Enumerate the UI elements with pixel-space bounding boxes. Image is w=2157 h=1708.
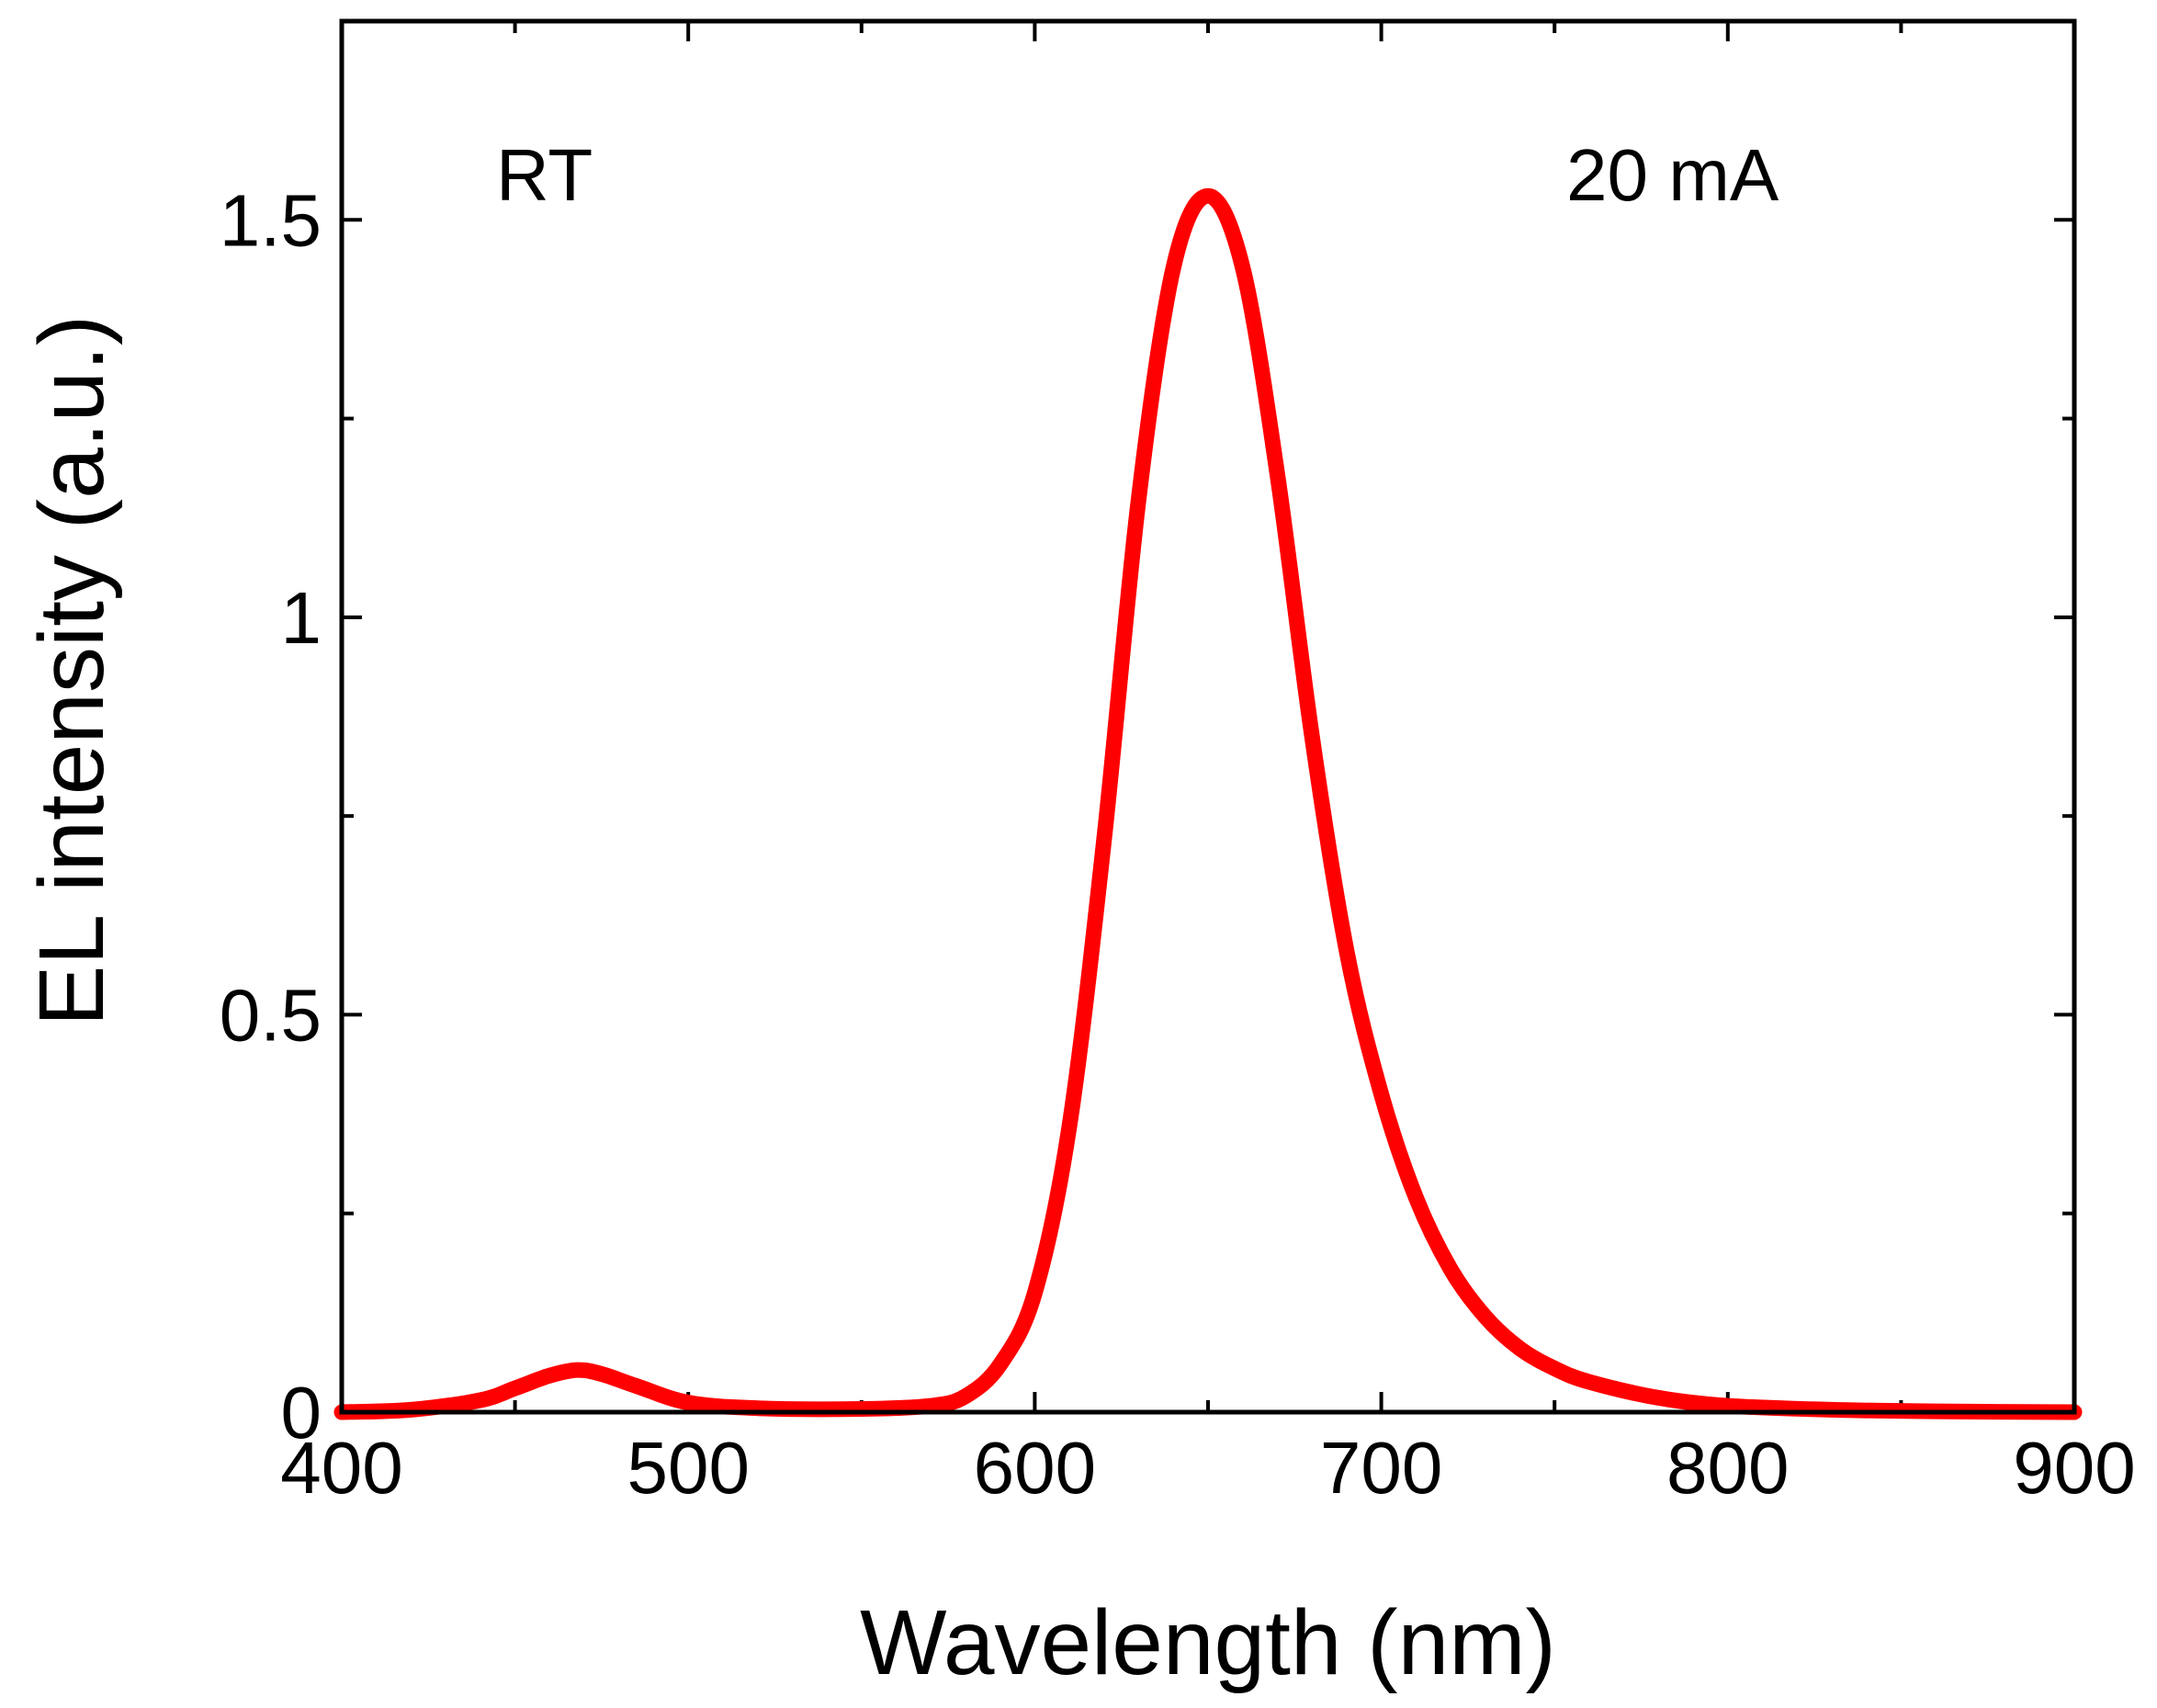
annotation-current: 20 mA <box>1566 134 1779 216</box>
series-layer <box>333 187 2083 1420</box>
x-tick-label: 500 <box>627 1427 749 1509</box>
x-axis-title: Wavelength (nm) <box>860 1591 1556 1694</box>
y-tick-label: 1.5 <box>220 179 322 261</box>
el-spectrum-line <box>333 187 2083 1420</box>
axis-ticks <box>340 21 2076 1414</box>
tick-labels: 400 500 600 700 800 900 0 0.5 1 1.5 <box>220 179 2136 1509</box>
x-tick-label: 800 <box>1666 1427 1789 1509</box>
x-tick-label: 400 <box>280 1427 402 1509</box>
y-tick-label: 0.5 <box>220 974 322 1056</box>
x-tick-label: 900 <box>2013 1427 2135 1509</box>
plot-frame <box>339 18 2077 1415</box>
x-tick-label: 600 <box>974 1427 1096 1509</box>
x-tick-label: 700 <box>1320 1427 1442 1509</box>
annotation-rt: RT <box>496 134 593 216</box>
y-axis-title: EL intensity (a.u.) <box>20 315 123 1026</box>
y-tick-label: 0 <box>281 1372 322 1453</box>
y-tick-label: 1 <box>281 577 322 659</box>
